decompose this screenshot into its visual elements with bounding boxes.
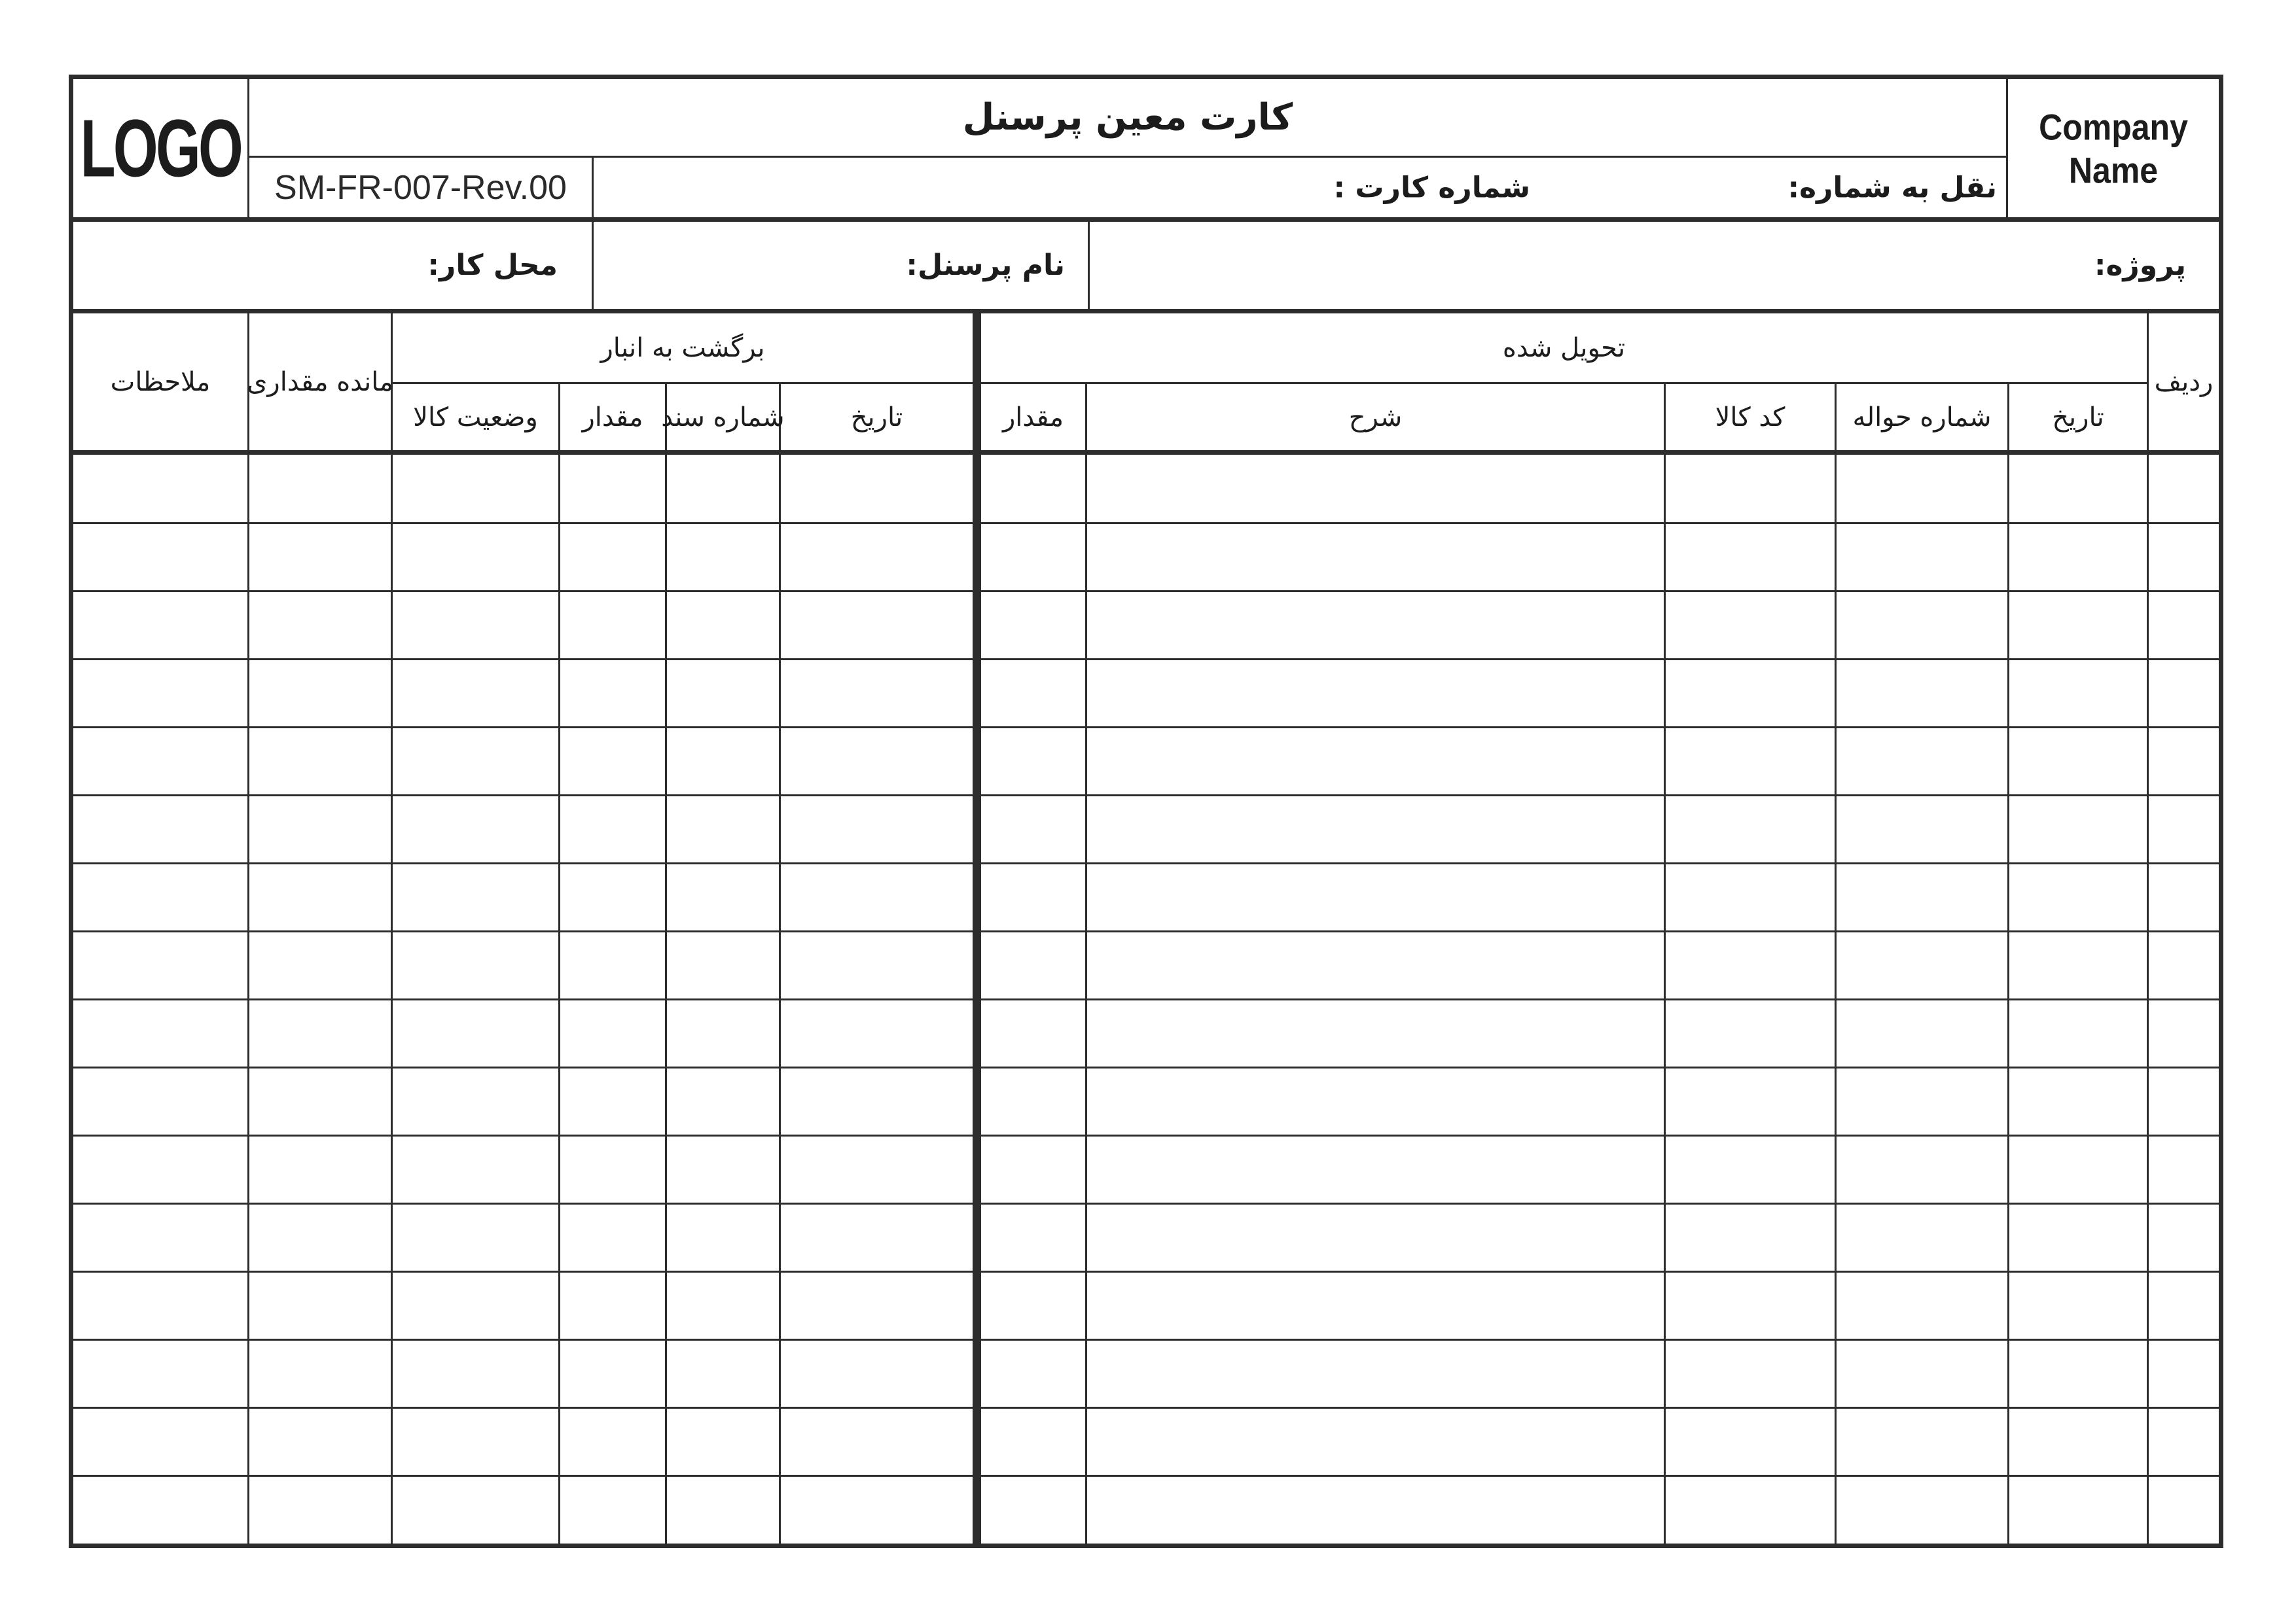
table-border-top bbox=[69, 75, 2223, 79]
row-index-header-cell: ردیف bbox=[2149, 313, 2219, 450]
row-divider-line bbox=[69, 726, 2223, 728]
row-divider-line bbox=[69, 1474, 2223, 1477]
card-number-row: نقل به شماره: شماره کارت : bbox=[594, 158, 2006, 217]
grid-line bbox=[391, 382, 2147, 384]
delivered-date-header: تاریخ bbox=[2052, 402, 2104, 432]
row-divider-line bbox=[69, 590, 2223, 592]
grid-line bbox=[247, 311, 249, 1544]
grid-line bbox=[2007, 382, 2009, 1544]
group-divider-line bbox=[973, 311, 981, 1544]
workplace-field: محل کار: bbox=[73, 222, 592, 309]
row-divider-line bbox=[69, 1134, 2223, 1137]
company-name: Company Name bbox=[2039, 107, 2188, 191]
remittance-number-header: شماره حواله bbox=[1852, 402, 1992, 432]
form-code-cell: SM-FR-007-Rev.00 bbox=[249, 158, 592, 217]
delivered-quantity-header-cell: مقدار bbox=[981, 384, 1085, 450]
delivered-quantity-header: مقدار bbox=[1002, 402, 1064, 432]
table-border-left bbox=[69, 75, 73, 1548]
quantity-balance-header: مانده مقداری bbox=[247, 366, 393, 397]
table-border-right bbox=[2219, 75, 2223, 1548]
grid-line bbox=[69, 217, 2223, 222]
description-header-cell: شرح bbox=[1087, 384, 1664, 450]
personnel-name-field: نام پرسنل: bbox=[594, 222, 1088, 309]
row-divider-line bbox=[69, 862, 2223, 864]
row-divider-line bbox=[69, 1406, 2223, 1409]
row-divider-line bbox=[69, 521, 2223, 524]
form-code: SM-FR-007-Rev.00 bbox=[274, 168, 567, 207]
description-header: شرح bbox=[1348, 402, 1403, 432]
transfer-to-number-label: نقل به شماره: bbox=[1787, 171, 1998, 204]
form-title: کارت معین پرسنل bbox=[962, 96, 1293, 139]
row-divider-line bbox=[69, 1066, 2223, 1068]
grid-line bbox=[592, 156, 594, 311]
delivered-date-header-cell: تاریخ bbox=[2009, 384, 2147, 450]
item-code-header-cell: کد کالا bbox=[1666, 384, 1835, 450]
personnel-ledger-form: LOGO کارت معین پرسنل SM-FR-007-Rev.00 نق… bbox=[69, 75, 2223, 1548]
row-divider-line bbox=[69, 930, 2223, 932]
grid-line bbox=[391, 311, 393, 1544]
personnel-name-label: نام پرسنل: bbox=[906, 249, 1065, 282]
row-divider-line bbox=[69, 1270, 2223, 1273]
grid-line bbox=[1088, 219, 1090, 311]
item-condition-header: وضعیت کالا bbox=[413, 402, 538, 432]
row-divider-line bbox=[69, 1202, 2223, 1205]
remarks-header: ملاحظات bbox=[110, 366, 211, 397]
row-index-header: ردیف bbox=[2154, 366, 2214, 397]
grid-line bbox=[779, 382, 781, 1544]
returned-quantity-header-cell: مقدار bbox=[560, 384, 665, 450]
grid-line bbox=[1835, 382, 1837, 1544]
document-number-header-cell: شماره سند bbox=[661, 384, 784, 450]
card-number-label: شماره کارت : bbox=[1333, 171, 1530, 204]
remarks-header-cell: ملاحظات bbox=[73, 313, 247, 450]
returned-quantity-header: مقدار bbox=[582, 402, 643, 432]
grid-line bbox=[665, 382, 667, 1544]
delivered-group-header: تحویل شده bbox=[1502, 332, 1626, 363]
row-divider-line bbox=[69, 1338, 2223, 1341]
returned-date-header: تاریخ bbox=[850, 402, 903, 432]
document-number-header: شماره سند bbox=[661, 402, 785, 432]
company-name-box: Company Name bbox=[2008, 79, 2219, 219]
grid-line bbox=[69, 450, 2223, 455]
grid-line bbox=[2006, 75, 2008, 219]
item-condition-header-cell: وضعیت کالا bbox=[393, 384, 558, 450]
grid-line bbox=[1664, 382, 1666, 1544]
grid-line bbox=[247, 156, 2006, 158]
delivered-group-header-cell: تحویل شده bbox=[981, 313, 2147, 382]
logo-text: LOGO bbox=[80, 103, 243, 194]
returned-group-header: برگشت به انبار bbox=[600, 332, 765, 363]
quantity-balance-header-cell: مانده مقداری bbox=[247, 313, 393, 450]
returned-date-header-cell: تاریخ bbox=[781, 384, 973, 450]
grid-line bbox=[69, 309, 2223, 313]
grid-line bbox=[247, 75, 249, 219]
grid-line bbox=[2147, 311, 2149, 1544]
project-label: پروژه: bbox=[2094, 249, 2186, 282]
project-field: پروژه: bbox=[1090, 222, 2219, 309]
workplace-label: محل کار: bbox=[427, 249, 558, 282]
returned-group-header-cell: برگشت به انبار bbox=[393, 313, 973, 382]
row-divider-line bbox=[69, 998, 2223, 1000]
form-title-cell: کارت معین پرسنل bbox=[249, 79, 2006, 156]
row-divider-line bbox=[69, 794, 2223, 796]
grid-line bbox=[558, 382, 560, 1544]
grid-line bbox=[1085, 382, 1087, 1544]
item-code-header: کد کالا bbox=[1715, 402, 1785, 432]
logo-box: LOGO bbox=[73, 79, 247, 219]
table-border-bottom bbox=[69, 1544, 2223, 1548]
remittance-number-header-cell: شماره حواله bbox=[1837, 384, 2007, 450]
row-divider-line bbox=[69, 658, 2223, 660]
